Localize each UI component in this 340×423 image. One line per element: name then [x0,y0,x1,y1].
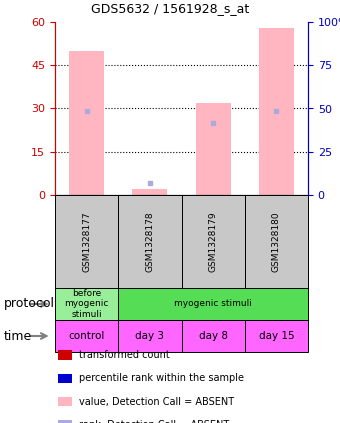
Text: control: control [68,331,105,341]
Text: percentile rank within the sample: percentile rank within the sample [79,373,244,383]
Text: GDS5632 / 1561928_s_at: GDS5632 / 1561928_s_at [91,2,249,15]
Text: myogenic stimuli: myogenic stimuli [174,299,252,308]
Text: day 3: day 3 [135,331,164,341]
Bar [196,103,231,195]
Text: value, Detection Call = ABSENT: value, Detection Call = ABSENT [79,396,234,407]
Text: GSM1328178: GSM1328178 [146,211,154,272]
Bar [133,189,167,195]
Text: before
myogenic
stimuli: before myogenic stimuli [65,289,109,319]
Text: GSM1328177: GSM1328177 [82,211,91,272]
Text: rank, Detection Call = ABSENT: rank, Detection Call = ABSENT [79,420,229,423]
Text: GSM1328179: GSM1328179 [209,211,218,272]
Text: protocol: protocol [3,297,54,310]
Text: time: time [3,330,32,343]
Text: day 15: day 15 [258,331,294,341]
Text: GSM1328180: GSM1328180 [272,211,281,272]
Text: transformed count: transformed count [79,350,170,360]
Bar [259,28,294,195]
Bar [69,51,104,195]
Text: day 8: day 8 [199,331,227,341]
